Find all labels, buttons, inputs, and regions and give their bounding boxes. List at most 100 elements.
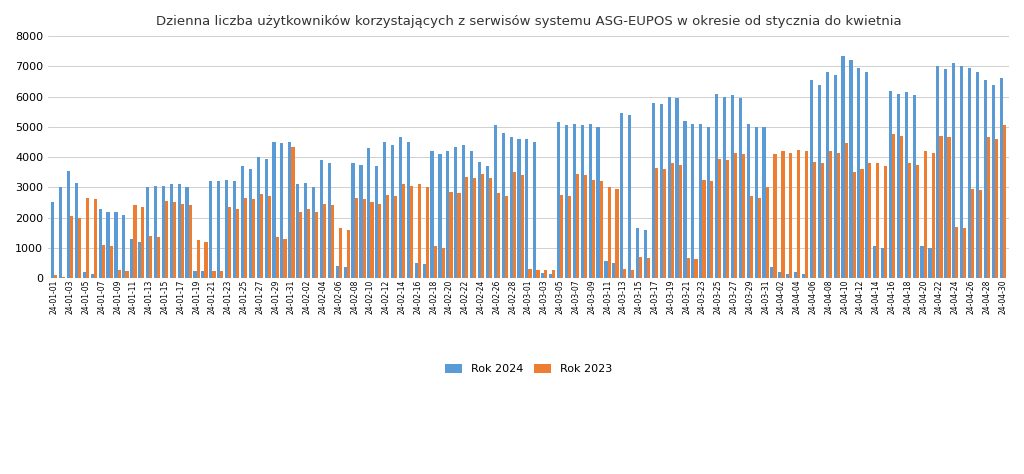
Legend: Rok 2024, Rok 2023: Rok 2024, Rok 2023 (445, 364, 612, 374)
Bar (999, 79, 1002, 278)
Bar (386, 195, 389, 278)
Bar (604, 262, 607, 278)
Bar (663, 169, 666, 278)
Bar (715, 93, 718, 278)
Bar (924, 151, 927, 278)
Bar (296, 184, 299, 278)
Bar (600, 181, 603, 278)
Bar (652, 103, 655, 278)
Bar (636, 228, 639, 278)
Bar (947, 137, 950, 278)
Bar (621, 113, 624, 278)
Bar (197, 240, 200, 278)
Bar (763, 127, 766, 278)
Bar (458, 193, 461, 278)
Bar (628, 115, 631, 278)
Bar (162, 186, 165, 278)
Bar (347, 230, 350, 278)
Bar (157, 237, 160, 278)
Bar (489, 178, 493, 278)
Bar (494, 125, 497, 278)
Bar (781, 151, 784, 278)
Bar (741, 154, 745, 278)
Bar (465, 177, 468, 278)
Bar (537, 270, 540, 278)
Bar (778, 272, 781, 278)
Bar (944, 69, 947, 278)
Bar (359, 164, 362, 278)
Bar (423, 264, 426, 278)
Bar (857, 68, 860, 278)
Bar (115, 211, 118, 278)
Bar (339, 228, 342, 278)
Bar (612, 263, 615, 278)
Bar (299, 211, 302, 278)
Bar (264, 159, 267, 278)
Bar (596, 127, 600, 278)
Bar (202, 272, 205, 278)
Bar (726, 160, 729, 278)
Bar (433, 246, 437, 278)
Bar (319, 160, 323, 278)
Bar (328, 163, 331, 278)
Bar (994, 139, 998, 278)
Bar (415, 263, 418, 278)
Bar (150, 236, 153, 278)
Bar (770, 267, 773, 278)
Bar (101, 245, 104, 278)
Bar (173, 202, 176, 278)
Bar (691, 124, 694, 278)
Bar (407, 142, 410, 278)
Bar (568, 196, 571, 278)
Bar (502, 133, 505, 278)
Bar (976, 73, 979, 278)
Bar (275, 237, 279, 278)
Bar (86, 198, 89, 278)
Bar (241, 166, 244, 278)
Bar (842, 56, 845, 278)
Bar (133, 206, 136, 278)
Bar (62, 276, 66, 278)
Bar (209, 181, 212, 278)
Bar (528, 269, 531, 278)
Bar (118, 270, 121, 278)
Bar (125, 271, 129, 278)
Bar (371, 202, 374, 278)
Bar (237, 209, 240, 278)
Bar (83, 272, 86, 278)
Bar (331, 206, 334, 278)
Bar (232, 181, 237, 278)
Bar (932, 153, 935, 278)
Bar (686, 258, 690, 278)
Bar (961, 66, 964, 278)
Bar (798, 149, 801, 278)
Bar (668, 97, 671, 278)
Bar (513, 172, 516, 278)
Bar (702, 180, 706, 278)
Bar (881, 248, 884, 278)
Bar (584, 175, 587, 278)
Bar (177, 184, 181, 278)
Bar (565, 125, 568, 278)
Bar (141, 207, 144, 278)
Bar (825, 73, 828, 278)
Bar (399, 137, 402, 278)
Bar (631, 270, 635, 278)
Bar (834, 75, 837, 278)
Bar (755, 127, 758, 278)
Bar (929, 248, 932, 278)
Bar (481, 174, 484, 278)
Bar (98, 209, 101, 278)
Bar (450, 192, 453, 278)
Bar (889, 91, 892, 278)
Bar (485, 166, 489, 278)
Bar (244, 198, 247, 278)
Bar (915, 164, 919, 278)
Bar (220, 272, 223, 278)
Bar (904, 92, 908, 278)
Bar (510, 137, 513, 278)
Bar (592, 180, 595, 278)
Bar (746, 124, 750, 278)
Bar (323, 204, 327, 278)
Bar (766, 187, 769, 278)
